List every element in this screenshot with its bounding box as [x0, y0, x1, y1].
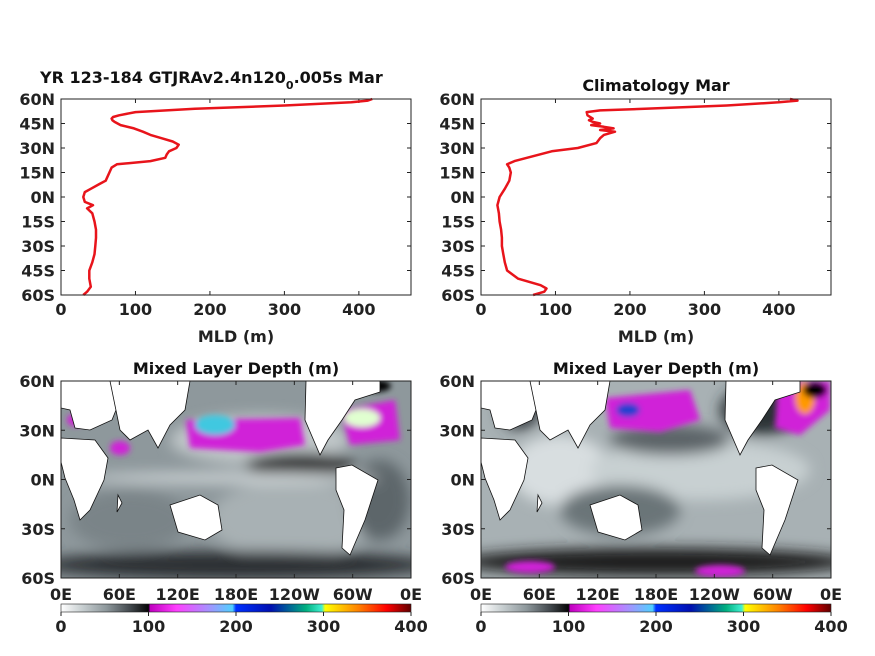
profile-axes-left: 0 100 200 300 400 60N 45N 30N 15N 0N 15S 30S 45S 60S	[19, 90, 411, 319]
y-tick-label: 30S	[441, 520, 475, 539]
y-tick-label: 30S	[21, 520, 55, 539]
x-tick-label: 60E	[103, 585, 136, 604]
y-tick-label: 30N	[19, 421, 55, 440]
y-tick-label: 60N	[19, 90, 55, 109]
x-tick-label: 400	[762, 300, 795, 319]
profile-title-right: Climatology Mar	[582, 76, 729, 95]
x-tick-label: 100	[119, 300, 152, 319]
plot-frame-left	[60, 98, 412, 296]
profile-panel-left: YR 123-184 GTJRAv2.4n1200.005s Mar 0 100 2…	[19, 68, 412, 346]
colorbar-tick-label: 0	[475, 617, 486, 636]
y-tick-label: 30N	[439, 139, 475, 158]
map-title-right: Mixed Layer Depth (m)	[553, 359, 759, 378]
x-tick-label: 60W	[753, 585, 793, 604]
y-tick-label: 45S	[441, 262, 475, 281]
colorbar-ticks-right: 0 100 200 300 400	[475, 612, 848, 636]
land-mask-left	[61, 381, 381, 556]
mld-profile-line-right	[496, 97, 799, 297]
y-tick-label: 15S	[21, 213, 55, 232]
map-title-left: Mixed Layer Depth (m)	[133, 359, 339, 378]
y-tick-label: 0N	[450, 471, 475, 490]
profile-title-left: YR 123-184 GTJRAv2.4n1200.005s Mar	[39, 68, 383, 92]
y-tick-label: 60S	[21, 569, 55, 588]
y-tick-label: 45N	[19, 115, 55, 134]
y-tick-label: 30S	[441, 237, 475, 256]
y-tick-label: 45S	[21, 262, 55, 281]
x-tick-label: 120W	[689, 585, 740, 604]
plot-frame-right	[480, 98, 832, 296]
x-tick-label: 100	[539, 300, 572, 319]
y-tick-label: 0N	[30, 188, 55, 207]
x-tick-label: 0E	[400, 585, 422, 604]
colorbar-right	[480, 603, 832, 613]
y-tick-label: 60S	[21, 286, 55, 305]
profile-panel-right: Climatology Mar 0 100 200 300 400 60N 45N 30N 15…	[439, 76, 832, 346]
y-tick-label: 15S	[441, 213, 475, 232]
y-tick-label: 60N	[439, 372, 475, 391]
colorbar-left	[60, 603, 412, 613]
x-tick-label: 120E	[156, 585, 200, 604]
y-tick-label: 60S	[441, 569, 475, 588]
x-tick-label: 300	[268, 300, 301, 319]
x-tick-label: 0	[475, 300, 486, 319]
colorbar-tick-label: 100	[132, 617, 165, 636]
x-tick-label: 0E	[470, 585, 492, 604]
x-tick-label: 200	[613, 300, 646, 319]
x-tick-label: 120E	[576, 585, 620, 604]
y-tick-label: 30S	[21, 237, 55, 256]
x-tick-label: 180E	[634, 585, 678, 604]
map-panel-right: Mixed Layer Depth (m)	[439, 359, 848, 636]
mld-profile-line-left	[82, 97, 373, 296]
y-tick-label: 60N	[19, 372, 55, 391]
x-tick-label: 0E	[820, 585, 842, 604]
y-tick-label: 0N	[450, 188, 475, 207]
colorbar-tick-label: 200	[219, 617, 252, 636]
x-tick-label: 400	[342, 300, 375, 319]
colorbar-tick-label: 400	[394, 617, 427, 636]
land-mask-right	[481, 381, 801, 556]
x-tick-label: 120W	[269, 585, 320, 604]
x-tick-label: 200	[193, 300, 226, 319]
x-tick-label: 300	[688, 300, 721, 319]
x-tick-label: 180E	[214, 585, 258, 604]
y-tick-label: 30N	[19, 139, 55, 158]
map-panel-left: Mixed Layer Depth (m)	[19, 359, 428, 636]
x-axis-label-right: MLD (m)	[618, 327, 694, 346]
y-tick-label: 15N	[19, 164, 55, 183]
x-tick-label: 0E	[50, 585, 72, 604]
x-tick-label: 60W	[333, 585, 373, 604]
colorbar-tick-label: 300	[307, 617, 340, 636]
colorbar-tick-label: 400	[814, 617, 847, 636]
colorbar-tick-label: 200	[639, 617, 672, 636]
y-tick-label: 15N	[439, 164, 475, 183]
x-tick-label: 0	[55, 300, 66, 319]
y-tick-label: 60S	[441, 286, 475, 305]
profile-axes-right: 0 100 200 300 400 60N 45N 30N 15N 0N 15S 30S 45S 60S	[439, 90, 831, 319]
y-tick-label: 30N	[439, 421, 475, 440]
y-tick-label: 60N	[439, 90, 475, 109]
colorbar-tick-label: 300	[727, 617, 760, 636]
y-tick-label: 0N	[30, 471, 55, 490]
y-tick-label: 45N	[439, 115, 475, 134]
x-axis-label-left: MLD (m)	[198, 327, 274, 346]
colorbar-tick-label: 100	[552, 617, 585, 636]
colorbar-tick-label: 0	[55, 617, 66, 636]
x-tick-label: 60E	[523, 585, 556, 604]
colorbar-ticks-left: 0 100 200 300 400	[55, 612, 428, 636]
